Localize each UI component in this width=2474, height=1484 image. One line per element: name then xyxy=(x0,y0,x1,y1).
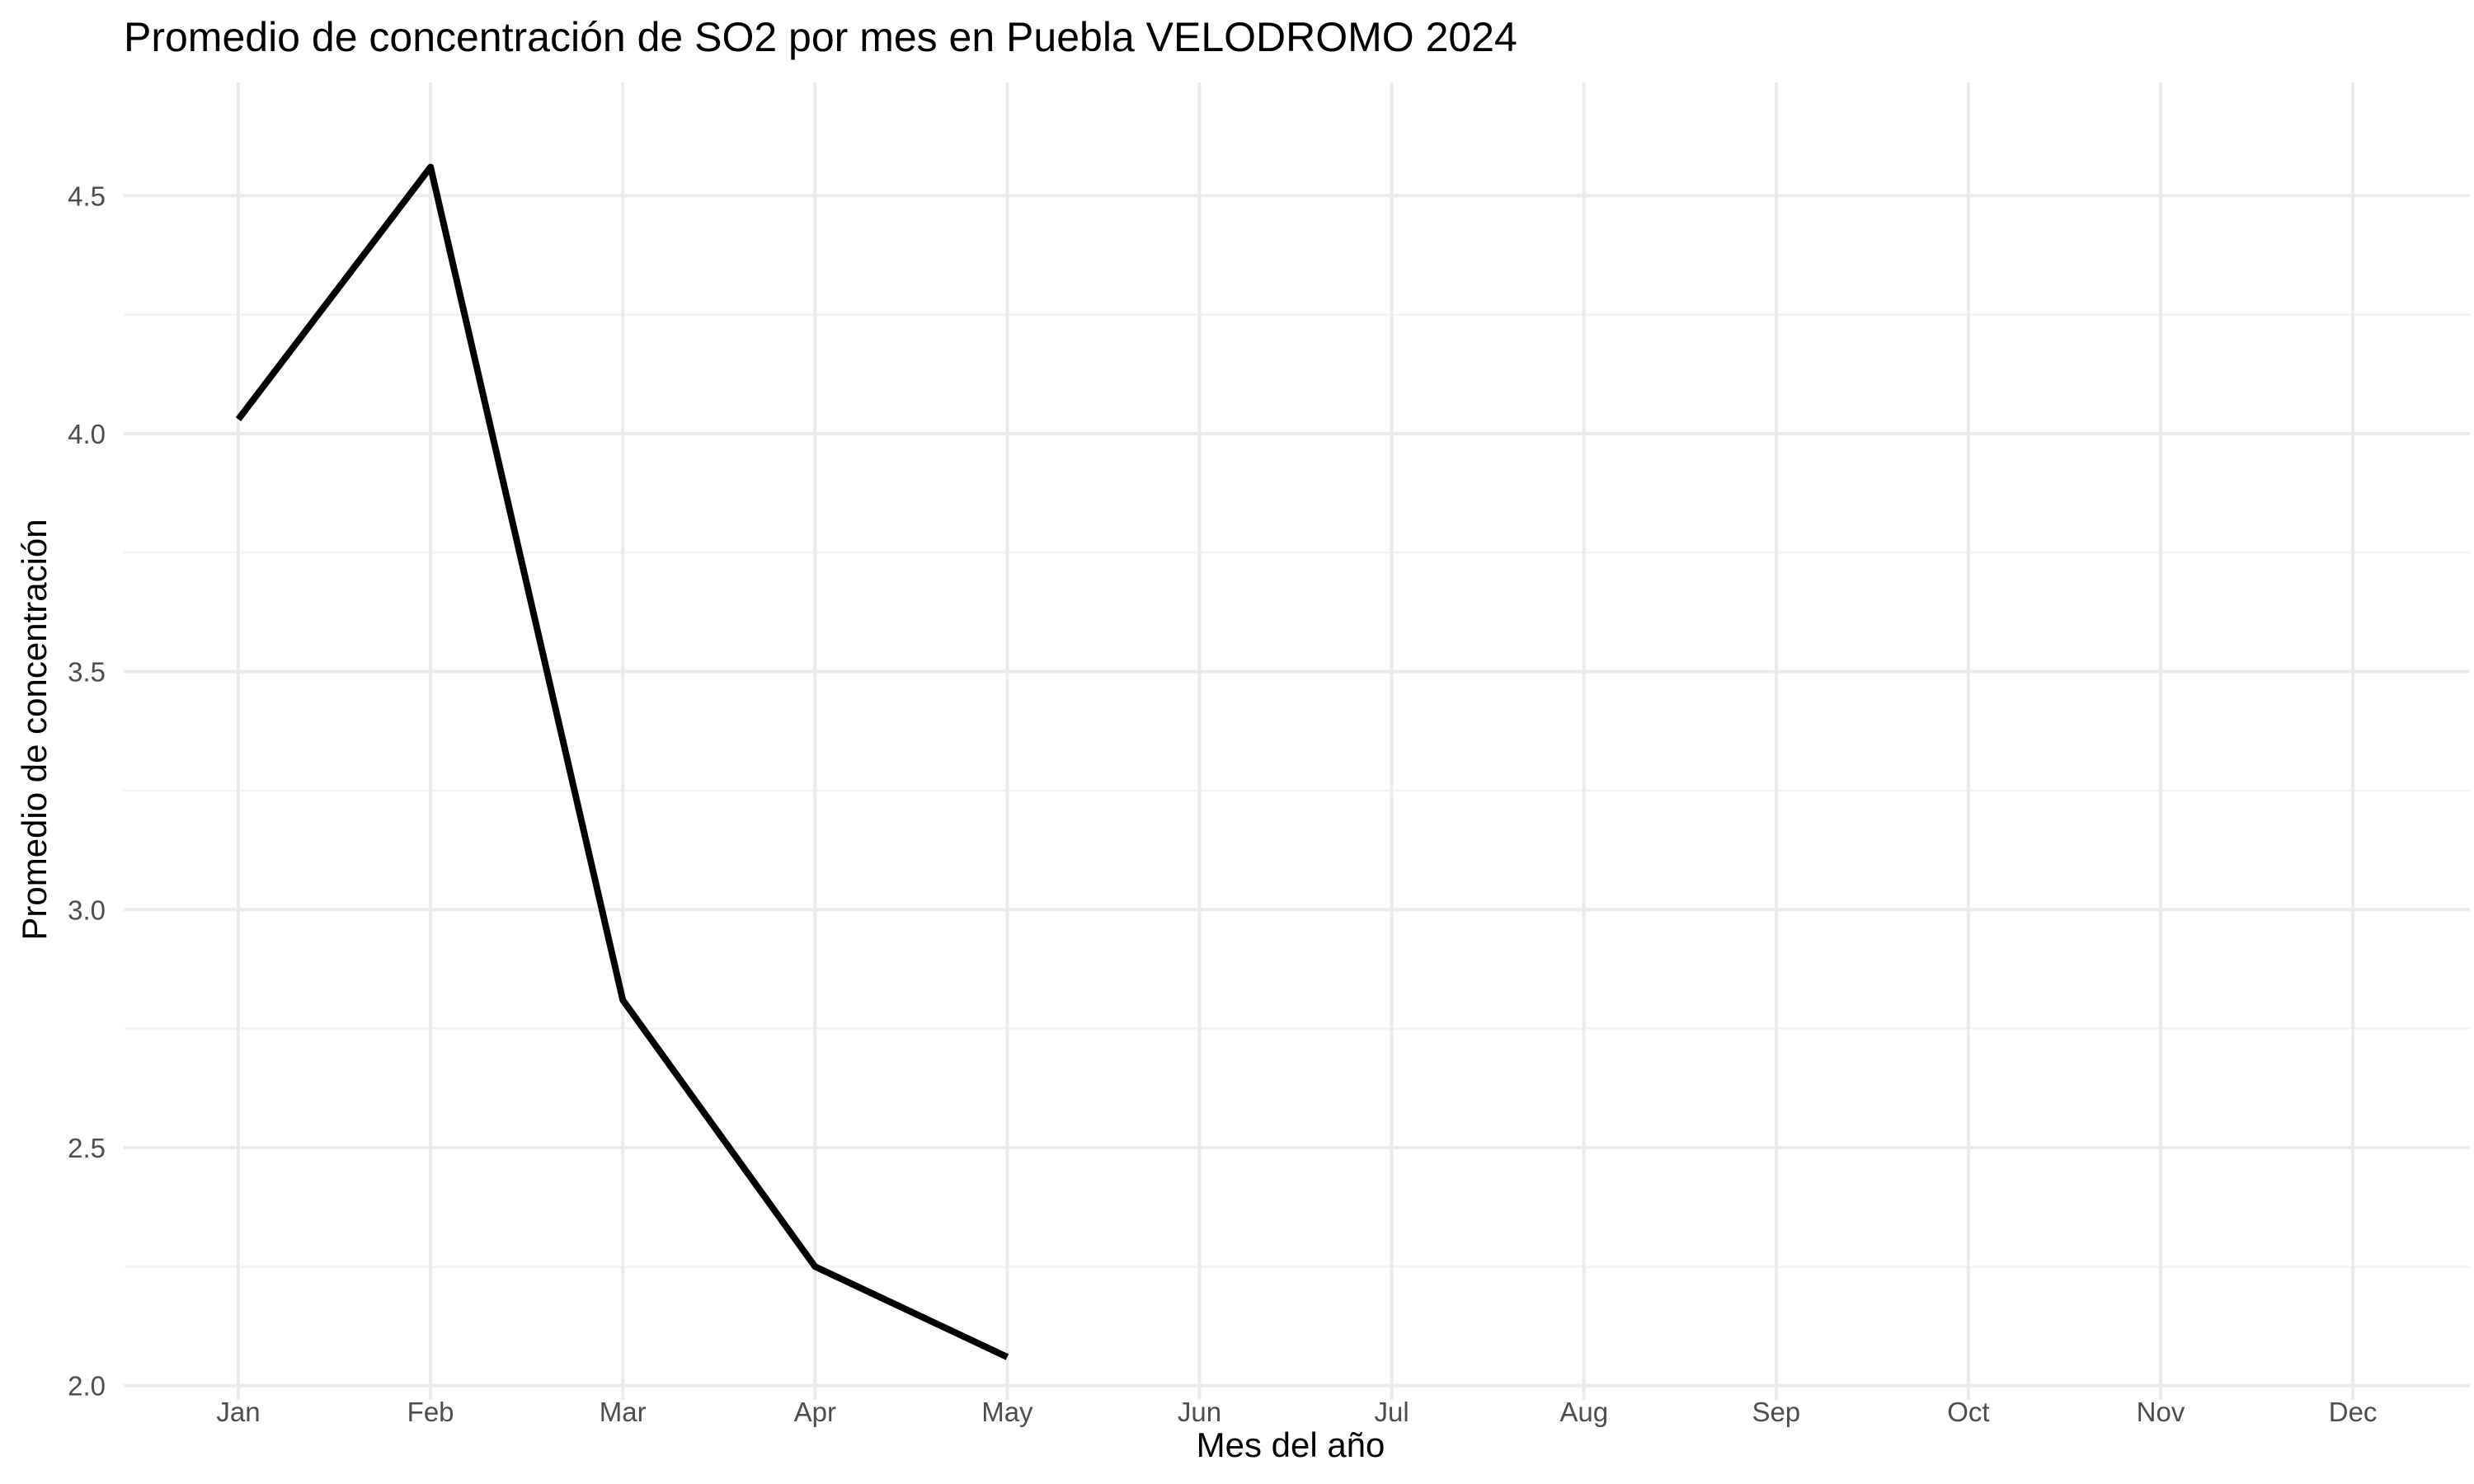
x-axis-ticks: Jan Feb Mar Apr May Jun Jul Aug Sep Oct Nov Dec xyxy=(216,1397,2377,1427)
x-tick-label: Jul xyxy=(1375,1397,1409,1427)
x-tick-label: Jan xyxy=(216,1397,260,1427)
x-axis-title: Mes del año xyxy=(1197,1425,1385,1464)
x-tick-label: Oct xyxy=(1947,1397,1989,1427)
major-gridlines xyxy=(124,82,2470,1400)
chart-title: Promedio de concentración de SO2 por mes… xyxy=(124,14,1517,60)
x-tick-label: Apr xyxy=(794,1397,836,1427)
minor-gridlines xyxy=(124,313,2470,1268)
y-tick-label: 2.0 xyxy=(68,1371,106,1402)
y-axis-ticks: 2.0 2.5 3.0 3.5 4.0 4.5 xyxy=(68,181,106,1401)
y-tick-label: 2.5 xyxy=(68,1133,106,1163)
series-layer xyxy=(235,163,1009,1360)
y-tick-label: 4.5 xyxy=(68,181,106,211)
y-tick-label: 4.0 xyxy=(68,419,106,449)
y-tick-label: 3.5 xyxy=(68,657,106,688)
x-tick-label: Jun xyxy=(1178,1397,1221,1427)
x-tick-label: Aug xyxy=(1559,1397,1608,1427)
y-axis-title: Promedio de concentración xyxy=(15,519,54,940)
series-line xyxy=(235,163,1009,1360)
y-tick-label: 3.0 xyxy=(68,895,106,925)
x-tick-label: Nov xyxy=(2137,1397,2185,1427)
x-tick-label: May xyxy=(981,1397,1033,1427)
x-tick-label: Mar xyxy=(600,1397,647,1427)
x-tick-label: Dec xyxy=(2329,1397,2378,1427)
x-tick-label: Sep xyxy=(1752,1397,1800,1427)
x-tick-label: Feb xyxy=(407,1397,454,1427)
